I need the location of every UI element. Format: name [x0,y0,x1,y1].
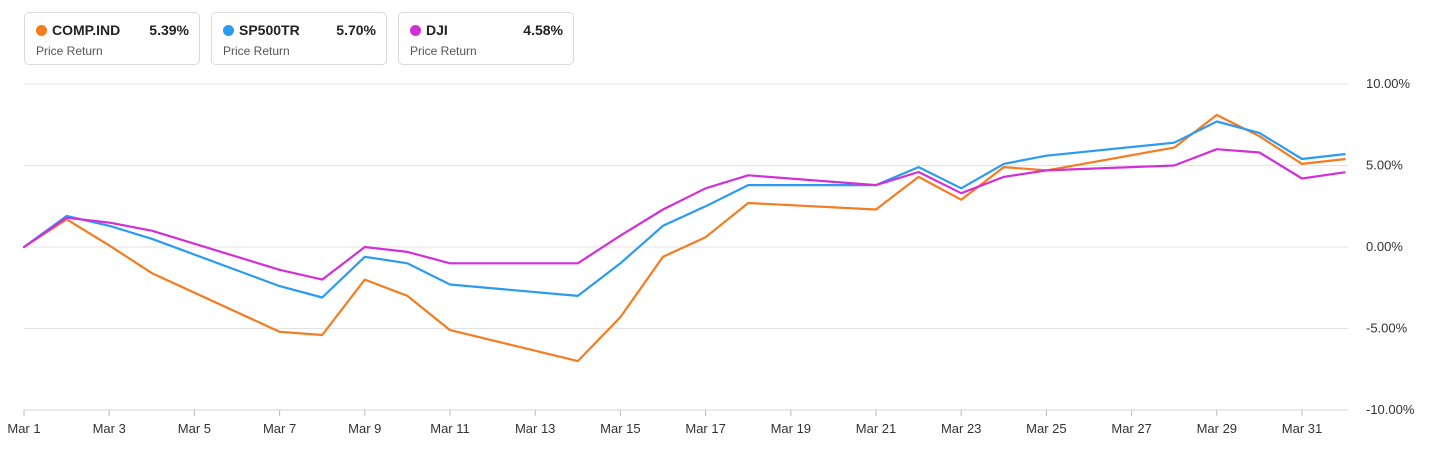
series-dot-icon [410,24,421,36]
x-tick-label: Mar 7 [263,421,296,436]
x-tick-label: Mar 21 [856,421,896,436]
x-tick-label: Mar 9 [348,421,381,436]
x-tick-label: Mar 11 [430,421,470,436]
y-tick-label: 0.00% [1366,239,1403,254]
legend: COMP.IND 5.39% Price Return SP500TR 5.70… [24,12,574,65]
legend-card-dji[interactable]: DJI 4.58% Price Return [398,12,574,65]
x-tick-label: Mar 3 [93,421,126,436]
legend-series-value: 5.70% [336,22,376,38]
legend-row: SP500TR 5.70% [223,22,376,38]
series-dot-icon [36,24,47,36]
x-tick-label: Mar 19 [771,421,811,436]
legend-series-name: SP500TR [239,22,300,38]
x-tick-label: Mar 29 [1197,421,1237,436]
x-tick-label: Mar 13 [515,421,555,436]
series-line-dji [22,148,1346,281]
y-tick-label: -10.00% [1366,402,1415,417]
legend-row: DJI 4.58% [410,22,563,38]
legend-series-subtitle: Price Return [36,44,103,58]
legend-series-name: COMP.IND [52,22,121,38]
x-tick-label: Mar 15 [600,421,640,436]
y-tick-label: 5.00% [1366,158,1403,173]
series-dot-icon [223,24,234,36]
x-tick-label: Mar 31 [1282,421,1322,436]
legend-row: COMP.IND 5.39% [36,22,189,38]
legend-series-value: 5.39% [149,22,189,38]
legend-series-value: 4.58% [523,22,563,38]
y-tick-label: 10.00% [1366,76,1411,91]
y-tick-label: -5.00% [1366,321,1408,336]
series-line-comp-ind [22,113,1346,363]
x-tick-label: Mar 17 [685,421,725,436]
legend-series-subtitle: Price Return [223,44,290,58]
x-tick-label: Mar 27 [1111,421,1151,436]
legend-card-comp-ind[interactable]: COMP.IND 5.39% Price Return [24,12,200,65]
legend-card-sp500tr[interactable]: SP500TR 5.70% Price Return [211,12,387,65]
series-line-sp500tr [22,120,1346,299]
legend-series-subtitle: Price Return [410,44,477,58]
x-tick-label: Mar 1 [7,421,40,436]
x-tick-label: Mar 23 [941,421,981,436]
x-tick-label: Mar 5 [178,421,211,436]
x-tick-label: Mar 25 [1026,421,1066,436]
legend-series-name: DJI [426,22,448,38]
